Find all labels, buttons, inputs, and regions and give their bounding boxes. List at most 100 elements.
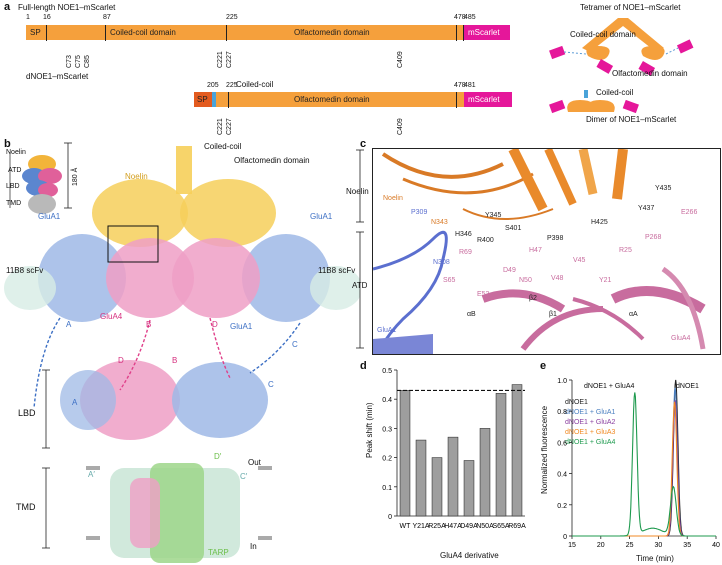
e-legend-item: dNOE1 + GluA1 <box>565 409 616 416</box>
c-side-noelin: Noelin <box>346 187 369 196</box>
subunit-d-lbd: D <box>118 356 124 365</box>
tick-478 <box>456 25 457 41</box>
legend-noelin: Noelin <box>6 149 26 156</box>
res-e52: E52 <box>477 291 490 298</box>
tetramer-schematic <box>549 18 694 76</box>
d-bar <box>399 390 411 517</box>
d-x-tick-label: H47A <box>444 523 462 530</box>
olfactomedin-label: Olfactomedin domain <box>234 156 310 165</box>
e-legend-item: dNOE1 <box>565 399 588 406</box>
interface-closeup: Noelin Y345 N343 H346 S401 R400 P398 H42… <box>372 148 721 355</box>
pos-225: 225 <box>226 14 238 21</box>
panel-a-label: a <box>4 1 11 13</box>
subunit-c-top: C <box>292 340 298 349</box>
tmd-label: TMD <box>16 502 36 512</box>
res-s401: S401 <box>505 225 522 232</box>
e-x-tick-label: 35 <box>683 542 691 549</box>
res-y21: Y21 <box>599 277 612 284</box>
e-annot-dnoe1: dNOE1 <box>676 383 699 390</box>
full-olf-label: Olfactomedin domain <box>294 28 370 37</box>
d-olf-segment <box>216 92 464 107</box>
beta1-label: β1 <box>549 311 557 318</box>
d-y-tick-label: 0.5 <box>382 368 392 375</box>
d-bar <box>463 460 475 517</box>
res-d49: D49 <box>503 267 516 274</box>
subunit-a-top: A <box>66 320 72 329</box>
res-h425: H425 <box>591 219 608 226</box>
e-y-tick-label: 0.8 <box>557 409 567 416</box>
glua1-mid-label: GluA1 <box>230 322 253 331</box>
res-y437: Y437 <box>638 205 655 212</box>
d-y-tick-label: 0.3 <box>382 426 392 433</box>
sp-label: SP <box>30 28 41 37</box>
legend-tmd: TMD <box>6 200 22 207</box>
full-cc-label: Coiled-coil domain <box>110 28 176 37</box>
e-y-tick-label: 0.2 <box>557 503 567 510</box>
pos-16: 16 <box>43 14 51 21</box>
cys-c75: C75 <box>75 55 82 68</box>
e-x-tick-label: 25 <box>626 542 634 549</box>
legend-atd: ATD <box>8 167 22 174</box>
alphaA-label: αA <box>629 311 638 318</box>
noelin-label: Noelin <box>125 172 148 181</box>
cys-c227: C227 <box>226 51 233 68</box>
sp-segment <box>26 25 46 40</box>
d-bar <box>495 393 507 517</box>
d-y-tick-label: 0.2 <box>382 456 392 463</box>
d-cc-segment <box>212 92 216 107</box>
e-legend-item: dNOE1 + GluA3 <box>565 429 616 436</box>
d-mscarlet-segment <box>464 92 512 107</box>
tarp-label: TARP <box>208 548 229 557</box>
pos-478: 478 <box>454 14 466 21</box>
panel-d-label: d <box>360 360 367 372</box>
glua1-left-label: GluA1 <box>38 212 61 221</box>
e-legend-item: dNOE1 + GluA2 <box>565 419 616 426</box>
tick-478b <box>456 92 457 108</box>
tick-87 <box>105 25 106 41</box>
e-annot-glua4: dNOE1 + GluA4 <box>584 383 635 390</box>
a-prime-label: A′ <box>88 470 95 479</box>
coiled-coil-label: Coiled-coil <box>204 142 242 151</box>
res-p268: P268 <box>645 234 662 241</box>
d-y-tick-label: 0.4 <box>382 397 392 404</box>
e-series-line <box>572 400 716 537</box>
e-legend: dNOE1 dNOE1 + GluA1 dNOE1 + GluA2 dNOE1 … <box>565 398 615 448</box>
dimer-schematic <box>549 90 639 114</box>
scale-180a: 180 Å <box>72 167 79 186</box>
dimer-title: Dimer of NOE1–mScarlet <box>586 115 677 124</box>
e-xlabel: Time (min) <box>636 554 674 563</box>
beta2-label: β2 <box>529 295 537 302</box>
res-r69: R69 <box>459 249 472 256</box>
e-y-tick-label: 0.6 <box>557 440 567 447</box>
tetramer-cc-label: Coiled-coil domain <box>570 30 636 39</box>
d-x-tick-label: R25A <box>428 523 446 530</box>
res-n308: N308 <box>433 259 450 266</box>
res-p398: P398 <box>547 235 564 242</box>
d-x-tick-label: WT <box>400 523 412 530</box>
d-y-tick-label: 0 <box>388 514 392 521</box>
d-bar <box>447 436 459 517</box>
d-ylabel: Peak shift (min) <box>365 402 374 458</box>
legend-lbd: LBD <box>6 183 20 190</box>
e-x-tick-label: 30 <box>655 542 663 549</box>
c-noelin-label: Noelin <box>383 195 403 202</box>
d-bar <box>511 384 523 517</box>
d-sp-label: SP <box>197 95 208 104</box>
e-series-line <box>572 379 716 537</box>
d-x-tick-label: D49A <box>460 523 478 530</box>
tick-225 <box>226 25 227 41</box>
membrane-in-label: In <box>250 542 257 551</box>
res-r400: R400 <box>477 237 494 244</box>
panel-c-label: c <box>360 138 367 150</box>
subunit-d-top: D <box>212 320 218 329</box>
d-prime-label: D′ <box>214 452 222 461</box>
res-r25: R25 <box>619 247 632 254</box>
glua4-label: GluA4 <box>100 312 123 321</box>
d-x-tick-label: R69A <box>508 523 526 530</box>
cys-c73: C73 <box>66 55 73 68</box>
e-legend-item: dNOE1 + GluA4 <box>565 439 616 446</box>
tetramer-olf-label: Olfactomedin domain <box>612 69 688 78</box>
c-side-brackets <box>356 149 364 349</box>
pos-481: 481 <box>464 82 476 89</box>
inset-map <box>22 155 62 214</box>
